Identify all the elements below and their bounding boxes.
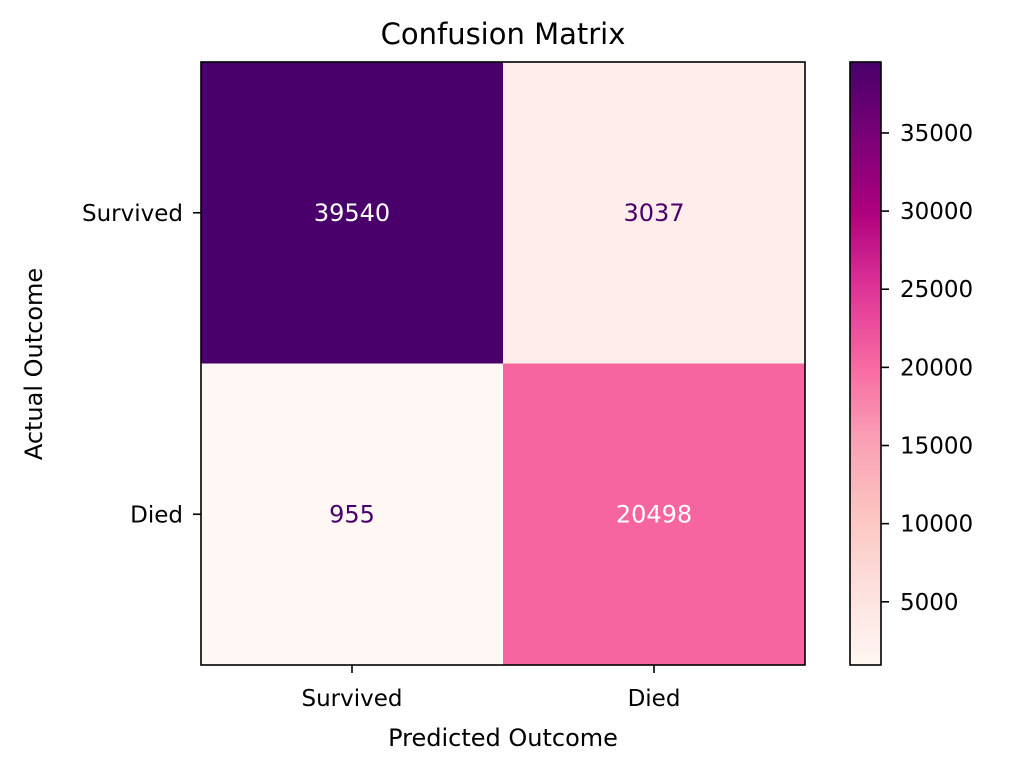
colorbar-tick-label: 20000 (900, 355, 973, 381)
heatmap-cell-labels: 39540 3037 955 20498 (314, 199, 692, 529)
y-axis-label: Actual Outcome (20, 268, 48, 460)
heatmap-cell (503, 363, 806, 666)
colorbar-tick-label: 15000 (900, 434, 973, 460)
colorbar (849, 61, 882, 666)
colorbar-tick-label: 10000 (900, 512, 973, 538)
heatmap-cell (201, 363, 504, 666)
heatmap-cell (503, 62, 806, 364)
x-axis-label: Predicted Outcome (388, 724, 618, 752)
plot-frame (200, 61, 806, 666)
chart-title: Confusion Matrix (381, 17, 626, 51)
colorbar-tick-label: 25000 (900, 277, 973, 303)
y-tick-label: Survived (82, 201, 183, 227)
x-tick-label: Survived (302, 686, 403, 712)
colorbar-tick-label: 30000 (900, 199, 973, 225)
x-axis-ticks: Survived Died (302, 665, 681, 712)
cell-value-label: 20498 (616, 500, 692, 528)
x-tick-label: Died (628, 686, 681, 712)
colorbar-tick-label: 35000 (900, 121, 973, 147)
y-tick-label: Died (130, 502, 183, 528)
cell-value-label: 3037 (623, 199, 684, 227)
colorbar-ticks: 5000 10000 15000 20000 25000 30000 35000 (881, 121, 973, 616)
colorbar-tick-label: 5000 (900, 590, 959, 616)
heatmap-cells (201, 62, 806, 666)
cell-value-label: 955 (329, 500, 375, 528)
heatmap-cell (201, 62, 504, 364)
cell-value-label: 39540 (314, 199, 390, 227)
y-axis-ticks: Survived Died (82, 201, 201, 528)
